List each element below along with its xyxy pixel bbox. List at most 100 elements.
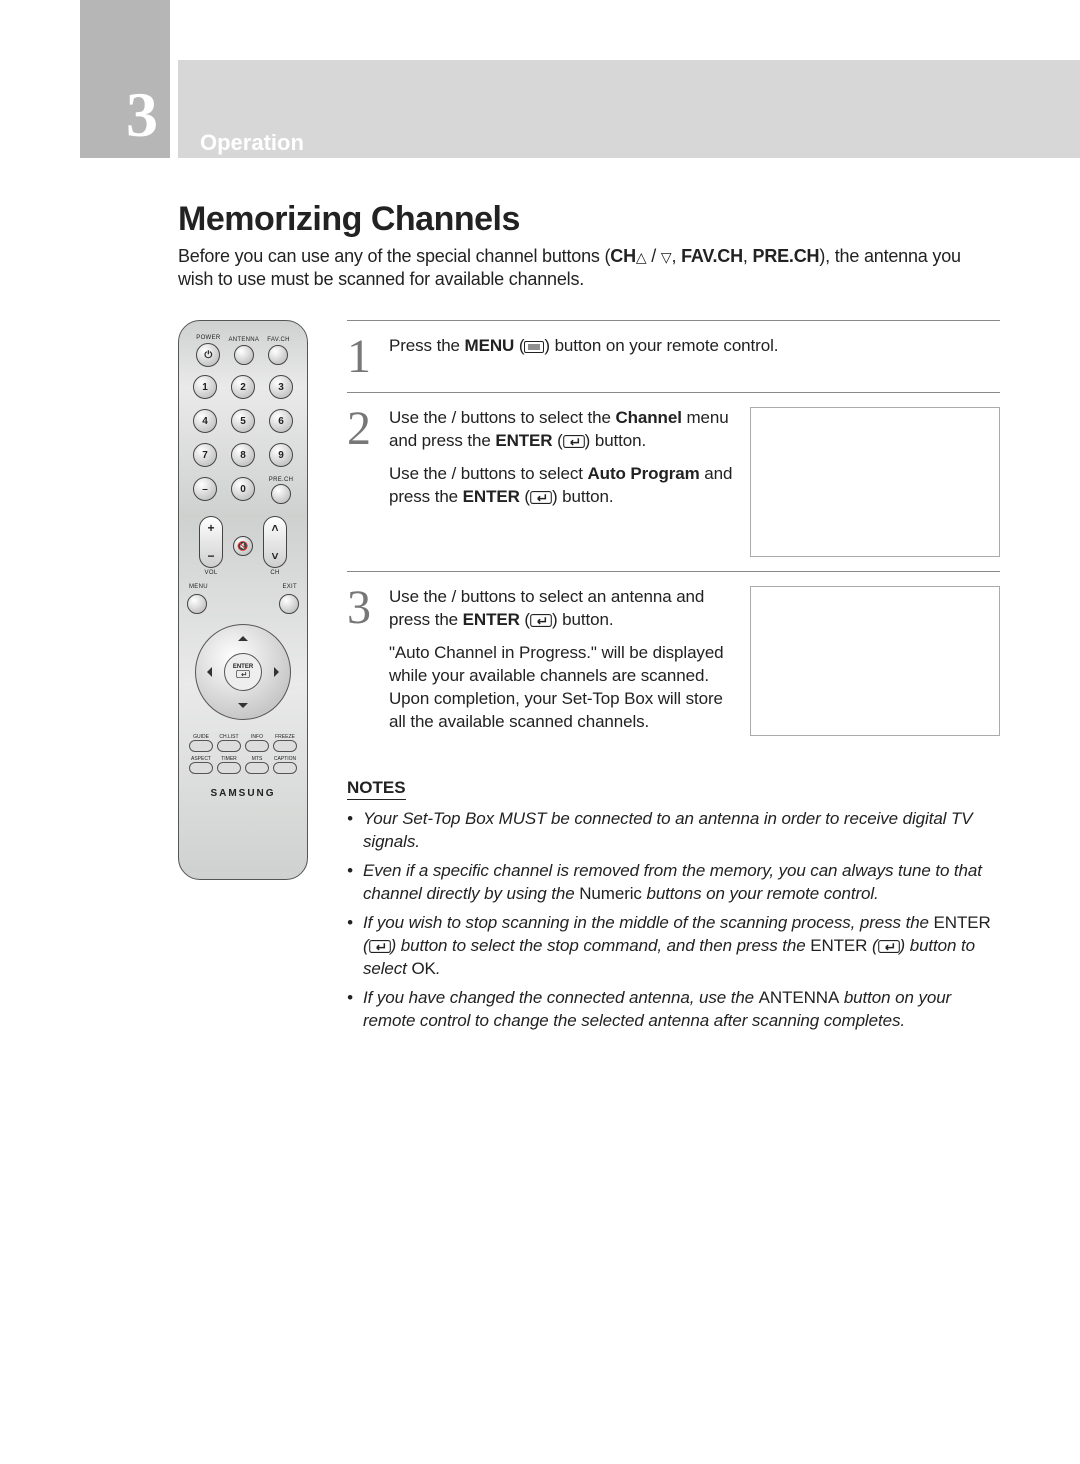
- step-1: 1 Press the MENU ( ) button on your remot…: [347, 320, 1000, 392]
- n3c: ) button to select the stop command, and…: [391, 936, 811, 955]
- remote-keypad: 1 2 3 4 5 6 7 8 9 – 0 PRE.CH: [193, 375, 293, 504]
- body-columns: POWER ⏻ ANTENNA FAV.CH 1: [178, 320, 1000, 1039]
- remote-nav-ring: ENTER: [195, 624, 291, 720]
- intro-ch-label: CH: [610, 246, 636, 266]
- enter-icon: [530, 491, 552, 504]
- step-3-screenshot-placeholder: [750, 586, 1000, 736]
- remote-exit-button: [279, 594, 299, 614]
- intro-prech: PRE.CH: [753, 246, 820, 266]
- s3p1ud: /: [452, 587, 461, 606]
- remote-key-9: 9: [269, 443, 293, 467]
- remote-enter-button: ENTER: [224, 653, 262, 691]
- remote-vol-label: VOL: [205, 570, 218, 576]
- remote-menu-label: MENU: [189, 584, 208, 590]
- note-4: If you have changed the connected antenn…: [347, 987, 1000, 1033]
- remote-menu-button: [187, 594, 207, 614]
- steps-column: 1 Press the MENU ( ) button on your remot…: [347, 320, 1000, 1039]
- s2p1b: buttons to select the: [461, 408, 616, 427]
- s2p2ud: /: [452, 464, 461, 483]
- page-content: Memorizing Channels Before you can use a…: [178, 200, 1000, 1039]
- remote-key-4: 4: [193, 409, 217, 433]
- n4ant: ANTENNA: [759, 988, 840, 1007]
- step-3-text: Use the / buttons to select an antenna a…: [389, 586, 736, 736]
- step1-menu: MENU: [465, 336, 515, 355]
- s3p1c: (: [520, 610, 530, 629]
- n3enter2: ENTER: [810, 936, 867, 955]
- chevron-down-icon: ▽: [661, 249, 672, 267]
- s3p1a: Use the: [389, 587, 452, 606]
- remote-prech-button: [271, 484, 291, 504]
- n3a: If you wish to stop scanning in the midd…: [363, 913, 934, 932]
- step-1-text: Press the MENU ( ) button on your remote …: [389, 335, 1000, 378]
- remote-brand: SAMSUNG: [210, 788, 275, 799]
- chapter-number: 3: [126, 78, 158, 152]
- remote-key-1: 1: [193, 375, 217, 399]
- notes-section: NOTES Your Set-Top Box MUST be connected…: [347, 778, 1000, 1032]
- step-1-number: 1: [347, 335, 375, 378]
- remote-power-label: POWER: [196, 335, 220, 341]
- remote-aspect-button: [189, 762, 213, 774]
- remote-caption-button: [273, 762, 297, 774]
- intro-mid1: /: [646, 246, 660, 266]
- intro-paragraph: Before you can use any of the special ch…: [178, 245, 1000, 290]
- n3ok: OK: [411, 959, 435, 978]
- s3p2: "Auto Channel in Progress." will be disp…: [389, 642, 736, 734]
- n4a: If you have changed the connected antenn…: [363, 988, 759, 1007]
- remote-nav-down-icon: [238, 703, 248, 713]
- note-3: If you wish to stop scanning in the midd…: [347, 912, 1000, 981]
- remote-vol-rocker: +−: [199, 516, 223, 568]
- enter-icon: [369, 940, 391, 953]
- note-1: Your Set-Top Box MUST be connected to an…: [347, 808, 1000, 854]
- section-label: Operation: [200, 130, 304, 156]
- s2p2b: buttons to select: [461, 464, 588, 483]
- s3p1d: ) button.: [552, 610, 613, 629]
- menu-icon: [524, 341, 544, 353]
- remote-nav-right-icon: [274, 667, 284, 677]
- s2p1channel: Channel: [615, 408, 681, 427]
- s2p1ud: /: [452, 408, 461, 427]
- remote-key-dash: –: [193, 477, 217, 501]
- enter-icon: [878, 940, 900, 953]
- s2p2a: Use the: [389, 464, 452, 483]
- n3d: (: [867, 936, 877, 955]
- remote-chlist-button: [217, 740, 241, 752]
- step1-b: (: [514, 336, 524, 355]
- s2p1a: Use the: [389, 408, 452, 427]
- step-2-text: Use the / buttons to select the Channel …: [389, 407, 736, 557]
- remote-favch-button: [268, 345, 288, 365]
- step-2-number: 2: [347, 407, 375, 557]
- section-banner-bg: [178, 60, 1080, 158]
- enter-icon: [236, 670, 250, 680]
- n3enter1: ENTER: [934, 913, 991, 932]
- remote-column: POWER ⏻ ANTENNA FAV.CH 1: [178, 320, 323, 1039]
- n2b: buttons on your remote control.: [642, 884, 879, 903]
- notes-heading: NOTES: [347, 778, 406, 800]
- step1-c: ) button on your remote control.: [544, 336, 778, 355]
- s2p2enter: ENTER: [463, 487, 520, 506]
- remote-exit-label: EXIT: [282, 584, 297, 590]
- remote-bottom-row-2: [189, 762, 297, 774]
- page-title: Memorizing Channels: [178, 200, 1000, 239]
- remote-key-2: 2: [231, 375, 255, 399]
- remote-antenna-button: [234, 345, 254, 365]
- s2p2e: ) button.: [552, 487, 613, 506]
- remote-favch-label: FAV.CH: [267, 337, 289, 343]
- intro-comma1: ,: [743, 246, 753, 266]
- chevron-up-icon: △: [636, 249, 647, 267]
- note-2: Even if a specific channel is removed fr…: [347, 860, 1000, 906]
- manual-page: 3 Operation Memorizing Channels Before y…: [0, 0, 1080, 1464]
- remote-ch-label: CH: [270, 570, 279, 576]
- intro-comma0: ,: [671, 246, 681, 266]
- remote-prech-label: PRE.CH: [269, 477, 293, 483]
- remote-illustration: POWER ⏻ ANTENNA FAV.CH 1: [178, 320, 308, 880]
- remote-key-7: 7: [193, 443, 217, 467]
- step1-a: Press the: [389, 336, 465, 355]
- s3p1enter: ENTER: [463, 610, 520, 629]
- remote-key-0: 0: [231, 477, 255, 501]
- remote-power-button: ⏻: [196, 343, 220, 367]
- remote-key-8: 8: [231, 443, 255, 467]
- remote-antenna-label: ANTENNA: [228, 337, 259, 343]
- remote-mts-button: [245, 762, 269, 774]
- remote-nav-up-icon: [238, 631, 248, 641]
- remote-mute-button: 🔇: [233, 536, 253, 556]
